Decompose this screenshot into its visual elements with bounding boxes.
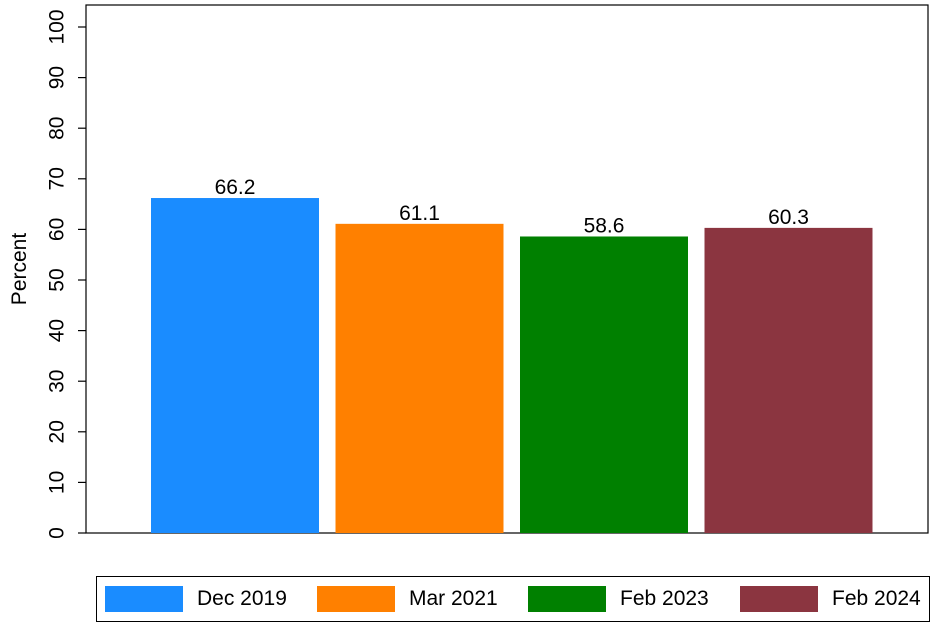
y-tick-label: 80 [45,117,68,140]
legend-item-feb-2023: Feb 2023 [528,577,709,621]
bar-2 [335,223,504,534]
legend-label: Feb 2024 [832,587,921,610]
y-axis-title: Percent [8,233,31,306]
legend-swatch [317,586,395,612]
y-tick-label: 10 [45,471,68,494]
legend-label: Dec 2019 [197,587,287,610]
y-tick-label: 40 [45,319,68,342]
legend-swatch [740,586,818,612]
legend-item-dec-2019: Dec 2019 [105,577,287,621]
y-tick-label: 70 [45,167,68,190]
legend-item-feb-2024: Feb 2024 [740,577,921,621]
bars-group [151,198,873,534]
y-tick-label: 50 [45,268,68,291]
bar-1 [151,198,319,533]
bar-value-label: 60.3 [768,206,809,229]
bar-3 [520,236,688,533]
bar-value-label: 66.2 [215,176,256,199]
y-tick-label: 100 [45,9,68,44]
legend-label: Mar 2021 [409,587,498,610]
value-labels-group: 66.2 61.1 58.6 60.3 [215,176,809,237]
bar-4 [704,227,873,533]
bar-value-label: 58.6 [584,214,625,237]
bar-value-label: 61.1 [399,202,440,225]
y-tick-label: 30 [45,370,68,393]
legend-item-mar-2021: Mar 2021 [317,577,498,621]
legend-swatch [105,586,183,612]
y-tick-label: 20 [45,420,68,443]
y-tick-label: 90 [45,66,68,89]
legend-label: Feb 2023 [620,587,709,610]
y-axis: 0 10 20 30 40 50 60 70 80 90 100 [45,9,86,539]
y-tick-label: 0 [45,527,68,539]
legend-swatch [528,586,606,612]
plot-area-frame [85,4,929,534]
y-tick-label: 60 [45,218,68,241]
legend: Dec 2019 Mar 2021 Feb 2023 Feb 2024 [96,576,930,622]
